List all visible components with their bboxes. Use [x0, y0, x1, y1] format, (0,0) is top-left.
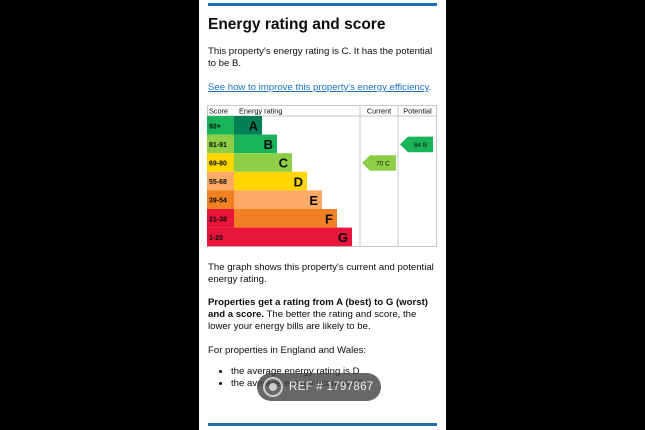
- score-cell-c: [207, 153, 234, 172]
- band-letter-f: F: [325, 212, 333, 227]
- score-range-d: 55-68: [209, 179, 227, 186]
- ratings-explanation: Properties get a rating from A (best) to…: [208, 297, 440, 333]
- potential-rating-label: 84 B: [414, 142, 427, 149]
- score-cell-f: [207, 209, 234, 228]
- band-bar-c: [234, 153, 292, 172]
- score-cell-d: [207, 171, 234, 191]
- header-current: Current: [367, 107, 391, 116]
- score-range-e: 39-54: [209, 198, 227, 205]
- improve-link[interactable]: See how to improve this property's energ…: [208, 82, 429, 93]
- band-letter-c: C: [279, 156, 289, 171]
- band-letter-a: A: [249, 119, 259, 134]
- band-bar-a: [234, 116, 262, 135]
- potential-rating-arrow: [400, 136, 433, 153]
- intro-text: This property's energy rating is C. It h…: [208, 46, 433, 69]
- score-range-f: 21-38: [209, 216, 227, 223]
- score-range-b: 81-91: [209, 142, 227, 149]
- current-rating-label: 70 C: [376, 161, 390, 168]
- score-cell-g: [207, 227, 234, 247]
- regions-text: For properties in England and Wales:: [208, 345, 367, 356]
- header-potential: Potential: [403, 107, 432, 116]
- band-bar-d: [234, 171, 307, 191]
- page-title: Energy rating and score: [208, 16, 386, 33]
- watermark-text: REF # 1797867: [289, 381, 374, 393]
- score-range-a: 92+: [209, 123, 221, 130]
- camera-icon: [263, 377, 283, 397]
- band-bar-e: [234, 190, 322, 209]
- energy-rating-chart: Score Energy rating Current Potential 92+ A 8…: [207, 105, 437, 247]
- band-bar-f: [234, 209, 337, 228]
- graph-description: The graph shows this property's current …: [208, 262, 434, 285]
- band-bar-b: [234, 134, 277, 154]
- top-rule: [208, 3, 437, 6]
- score-cell-e: [207, 190, 234, 209]
- band-letter-e: E: [309, 193, 318, 208]
- band-letter-b: B: [264, 137, 273, 152]
- improve-paragraph: See how to improve this property's energ…: [208, 82, 440, 94]
- score-cell-a: [207, 116, 234, 135]
- score-cell-b: [207, 134, 234, 154]
- ratings-rest: The better the rating and score, the low…: [208, 309, 417, 332]
- score-range-g: 1-20: [209, 235, 223, 242]
- ratings-bold: Properties get a rating from A (best) to…: [208, 297, 428, 320]
- score-range-c: 69-80: [209, 161, 227, 168]
- bottom-rule: [208, 423, 437, 426]
- ref-watermark: REF # 1797867: [257, 373, 381, 401]
- band-letter-g: G: [338, 230, 348, 245]
- band-letter-d: D: [294, 174, 303, 189]
- header-rating: Energy rating: [239, 107, 282, 116]
- band-bar-g: [234, 227, 352, 247]
- epc-page: Energy rating and score This property's …: [199, 0, 446, 430]
- improve-link-suffix: .: [428, 82, 432, 93]
- header-score: Score: [209, 107, 228, 116]
- list-item: the average energy rating is D: [231, 366, 363, 378]
- current-rating-arrow: [362, 155, 396, 171]
